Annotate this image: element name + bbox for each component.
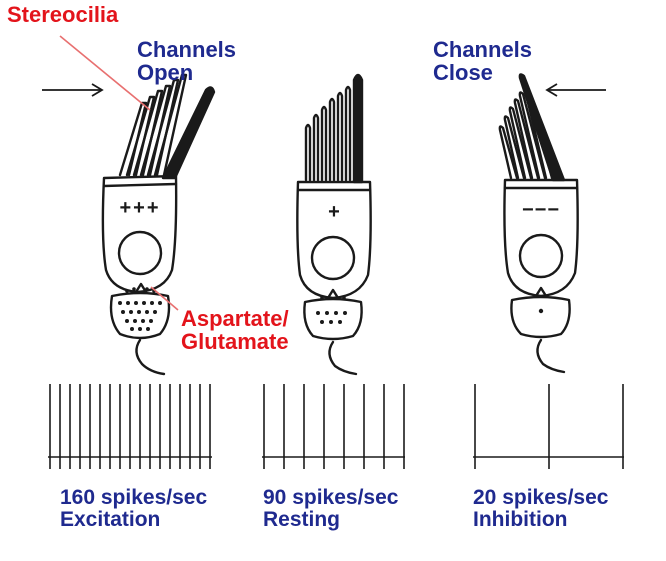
hair-cell-inhibition: −−−	[498, 73, 579, 374]
hair-cell-excitation: +++	[101, 73, 216, 376]
push-arrow-right	[42, 83, 104, 97]
charge-resting: +	[328, 201, 340, 223]
transmitter-pointer	[150, 286, 179, 311]
vesicle-inhibition	[538, 308, 544, 314]
push-arrow-left	[545, 83, 606, 97]
transmitter-line-2: Glutamate	[181, 329, 289, 355]
spike-train-excitation	[48, 384, 212, 469]
charge-inhibition: −−−	[522, 199, 560, 221]
channels-open-line-2: Open	[137, 60, 194, 86]
caption-resting: 90 spikes/sec Resting	[263, 486, 399, 532]
rate-label-inhibition: 20 spikes/sec	[473, 486, 609, 509]
channels-open-label: Channels Open	[137, 38, 236, 84]
transmitter-line-1: Aspartate/	[181, 306, 289, 331]
spike-train-inhibition	[473, 384, 624, 469]
hair-cell-resting: +	[296, 73, 372, 376]
stereocilia-label: Stereocilia	[7, 2, 119, 27]
channels-open-line-1: Channels	[137, 37, 237, 62]
state-label-resting: Resting	[263, 508, 341, 532]
caption-excitation: 160 spikes/sec Excitation	[60, 486, 208, 532]
rate-label-resting: 90 spikes/sec	[263, 486, 399, 509]
charge-excitation: +++	[119, 197, 160, 219]
stereocilia-pointer	[59, 35, 151, 111]
cell-body-inhibition	[503, 178, 579, 374]
stereocilia-bundle-inhibition	[498, 73, 566, 182]
spike-train-resting	[262, 384, 405, 469]
stereocilia-bundle-excitation	[118, 73, 216, 180]
vesicles-excitation	[118, 287, 162, 331]
caption-inhibition: 20 spikes/sec Inhibition	[473, 486, 609, 532]
channels-close-line-1: Channels	[433, 37, 533, 62]
transmitter-label: Aspartate/ Glutamate	[181, 307, 289, 353]
channels-close-label: Channels Close	[433, 38, 532, 84]
rate-label-excitation: 160 spikes/sec	[60, 486, 208, 509]
stereocilia-bundle-resting	[304, 73, 364, 184]
cell-body-excitation	[101, 174, 178, 376]
state-label-inhibition: Inhibition	[473, 508, 568, 532]
vesicles-resting	[316, 296, 347, 324]
channels-close-line-2: Close	[433, 60, 493, 86]
state-label-excitation: Excitation	[60, 508, 161, 532]
